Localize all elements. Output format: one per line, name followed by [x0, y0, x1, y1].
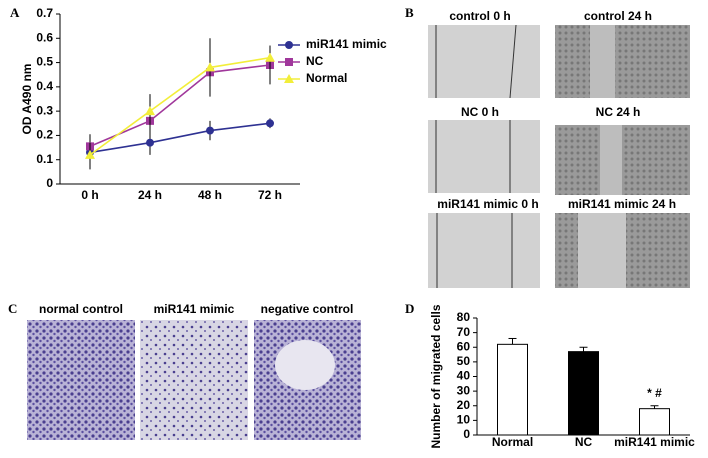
photo-label: control 0 h [449, 9, 510, 23]
y-tick-label: 0.2 [36, 128, 53, 142]
x-tick-label: NC [575, 435, 593, 449]
y-tick-label: 60 [457, 339, 471, 353]
edge [509, 24, 517, 99]
photo-label: miR141 mimic [154, 302, 235, 316]
x-tick-label: 0 h [81, 188, 98, 202]
y-tick-label: 0 [46, 176, 53, 190]
marker [85, 149, 95, 159]
y-tick-label: 0.1 [36, 152, 53, 166]
x-tick-label: miR141 mimic [614, 435, 695, 449]
legend-marker [284, 74, 294, 83]
y-tick-label: 0.6 [36, 30, 53, 44]
x-tick-label: 24 h [138, 188, 162, 202]
photo [140, 320, 248, 440]
marker [206, 126, 214, 135]
photo-label: negative control [261, 302, 354, 316]
photo [27, 320, 135, 440]
photo-label: normal control [39, 302, 123, 316]
y-tick-label: 0.4 [36, 79, 53, 93]
y-tick-label: 30 [457, 383, 471, 397]
bar [568, 351, 599, 436]
y-tick-label: 0.5 [36, 55, 53, 69]
line [89, 64, 271, 148]
y-axis-label: OD A490 nm [20, 64, 34, 135]
photo [428, 120, 540, 193]
clear-area [275, 340, 335, 390]
x-tick-label: Normal [492, 435, 533, 449]
legend-label: miR141 mimic [306, 37, 387, 51]
y-tick-label: 0 [463, 427, 470, 441]
line [89, 122, 271, 154]
bar [639, 408, 670, 436]
x-tick-label: 48 h [198, 188, 222, 202]
panel-label: A [10, 5, 20, 20]
y-tick-label: 20 [457, 398, 471, 412]
panel-label: D [405, 301, 414, 316]
y-tick-label: 80 [457, 310, 471, 324]
photo-label: control 24 h [584, 9, 652, 23]
y-tick-label: 40 [457, 369, 471, 383]
marker [205, 62, 215, 72]
photo [555, 125, 690, 195]
photo [555, 25, 690, 98]
gap [590, 25, 615, 98]
y-tick-label: 50 [457, 354, 471, 368]
y-tick-label: 0.3 [36, 103, 53, 117]
marker [146, 138, 154, 147]
photo-label: miR141 mimic 0 h [437, 197, 538, 211]
panel-label: B [405, 5, 414, 20]
line [89, 56, 271, 156]
legend-label: NC [306, 54, 324, 68]
photo [428, 25, 540, 98]
annotation: * # [647, 386, 662, 400]
photo-label: NC 0 h [461, 105, 499, 119]
marker [265, 52, 275, 62]
legend-marker [285, 41, 293, 49]
legend-marker [285, 58, 293, 66]
legend-label: Normal [306, 71, 347, 85]
wound-images [428, 24, 690, 288]
photo-label: miR141 mimic 24 h [568, 197, 676, 211]
x-tick-label: 72 h [258, 188, 282, 202]
gap [600, 125, 622, 195]
marker [145, 106, 155, 116]
bar [497, 343, 528, 436]
marker [266, 119, 274, 128]
panel-label: C [8, 301, 17, 316]
photo [428, 213, 540, 288]
y-axis-label: Number of migrated cells [429, 304, 443, 448]
y-tick-label: 0.7 [36, 6, 53, 20]
photo-label: NC 24 h [596, 105, 641, 119]
y-tick-label: 10 [457, 413, 471, 427]
gap [578, 213, 626, 288]
y-tick-label: 70 [457, 325, 471, 339]
